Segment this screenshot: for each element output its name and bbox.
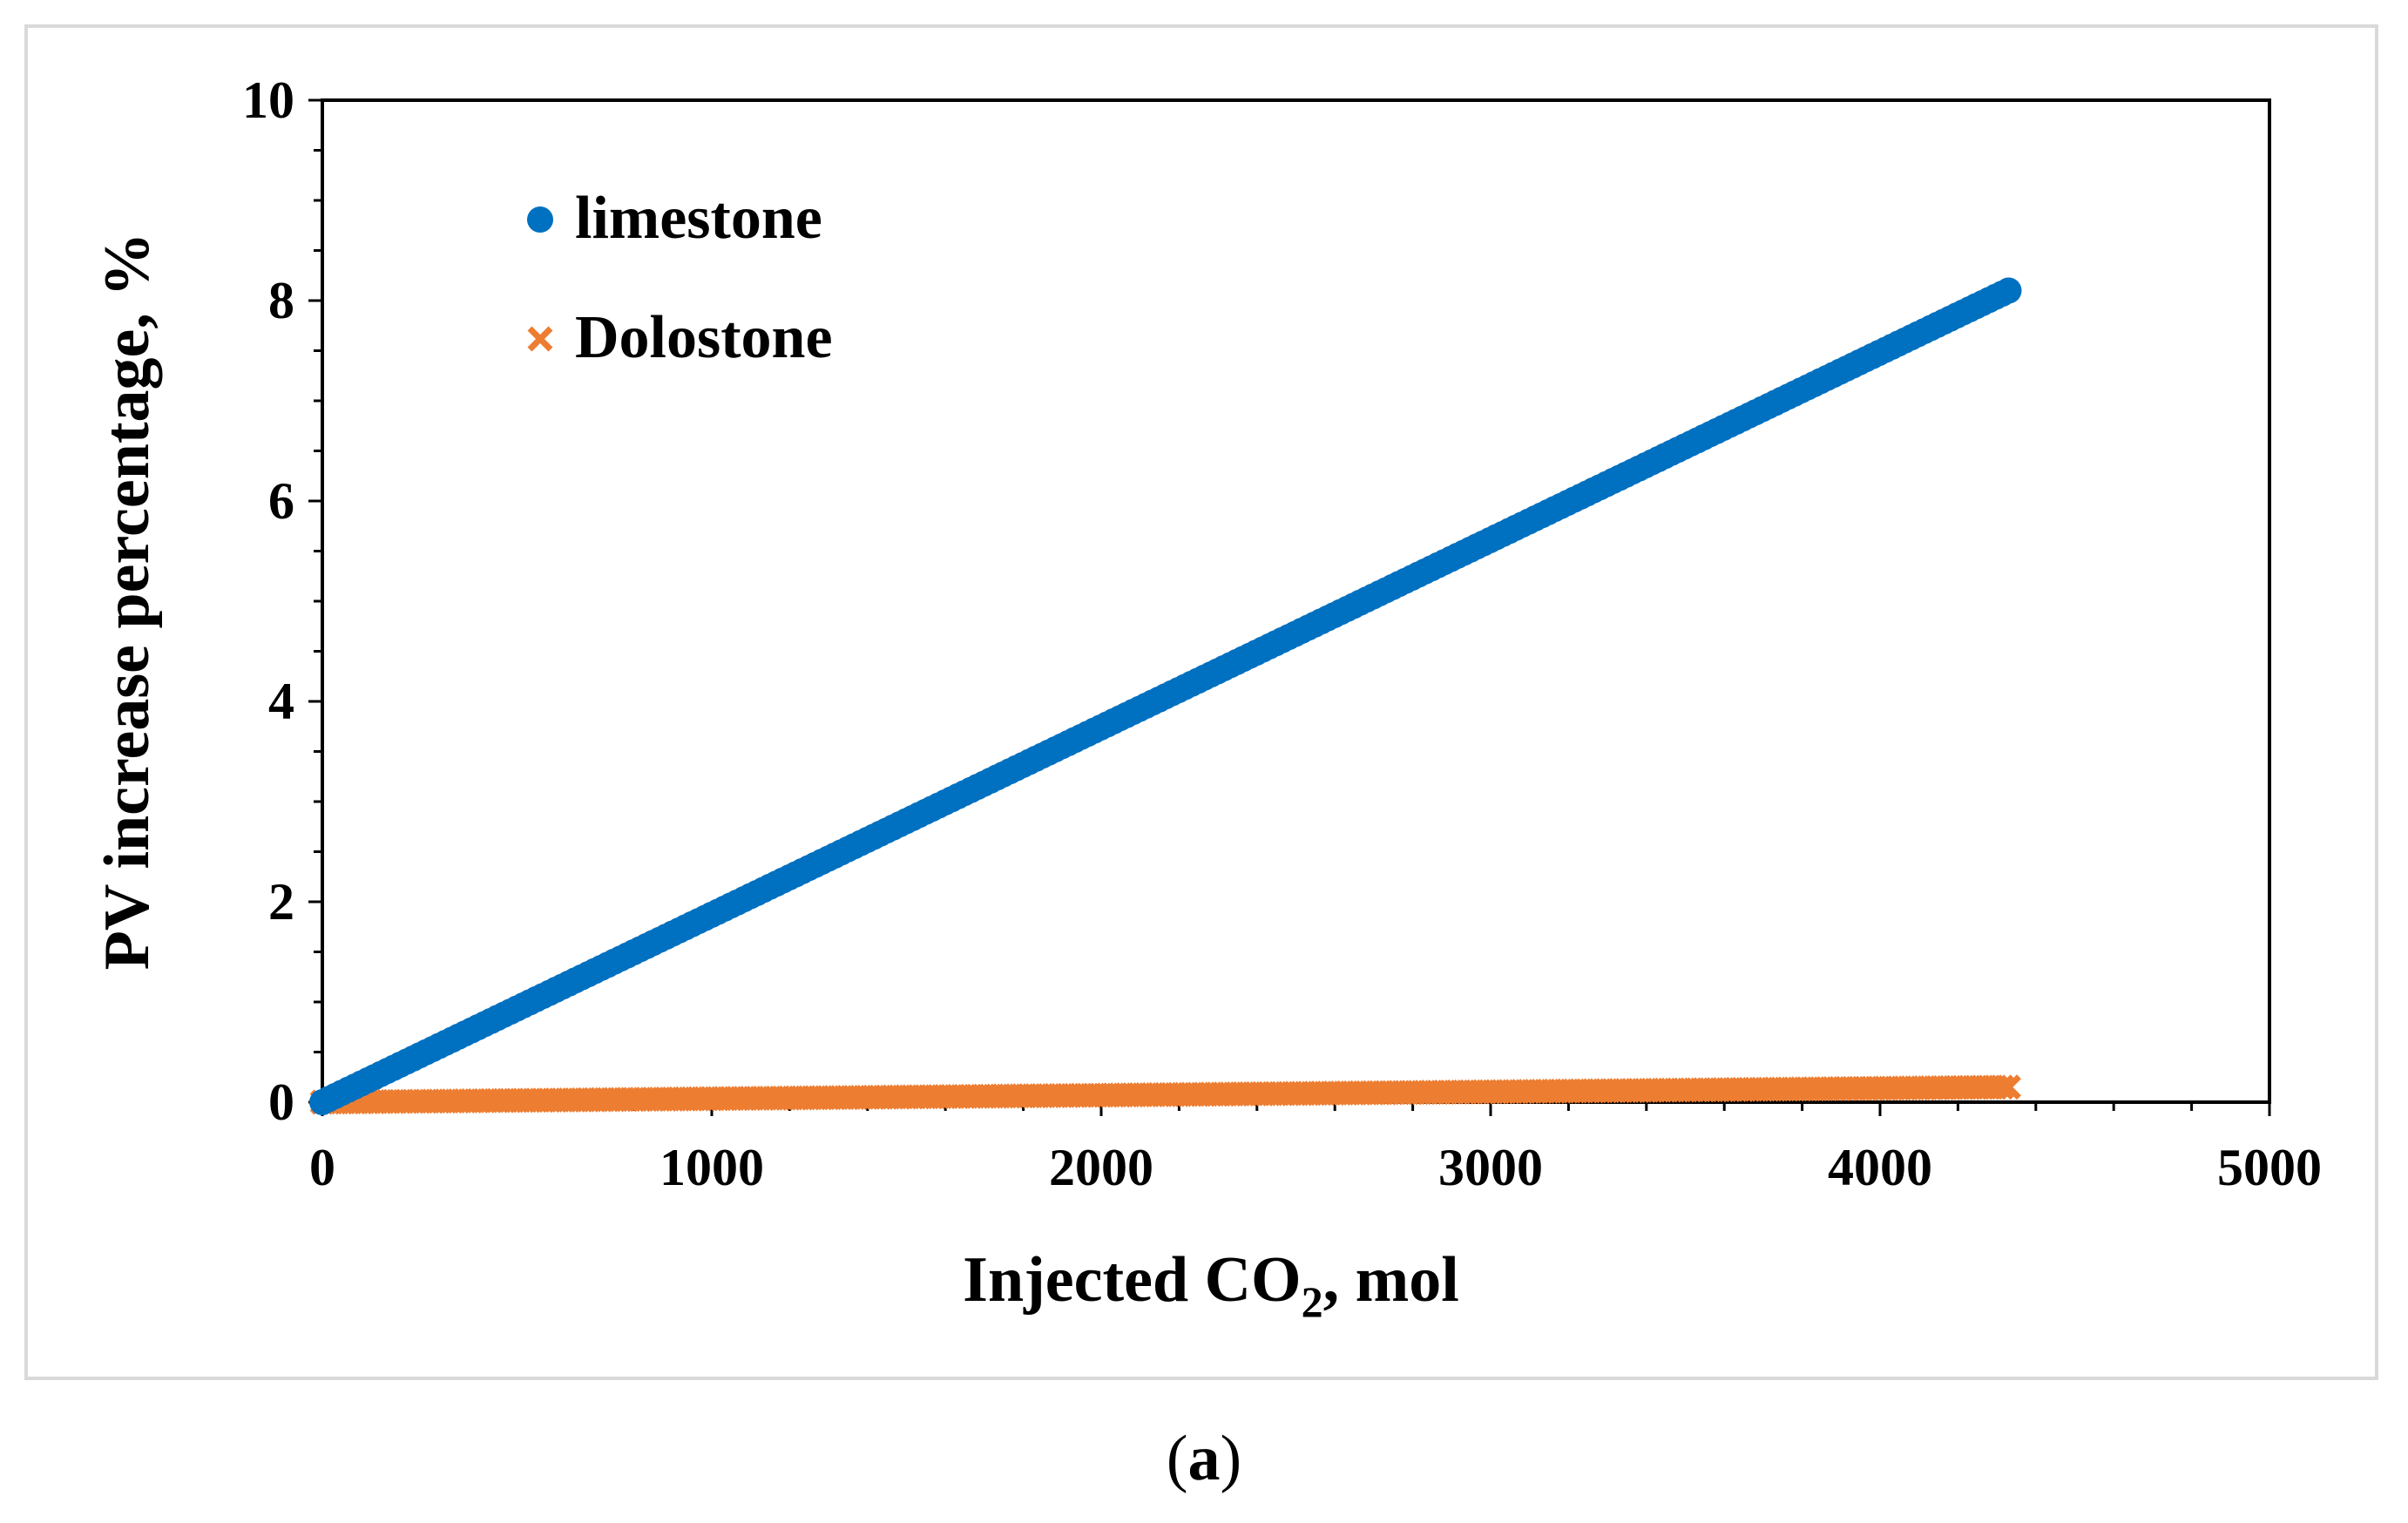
y-tick-label: 10 bbox=[242, 71, 294, 129]
chart-frame bbox=[24, 24, 2378, 1380]
limestone-point bbox=[1995, 277, 2022, 304]
x-axis-title-main: Injected CO bbox=[963, 1244, 1301, 1316]
legend-label-dolostone: Dolostone bbox=[575, 304, 833, 371]
y-tick-label: 2 bbox=[268, 873, 294, 931]
x-tick-label: 4000 bbox=[1828, 1139, 1932, 1196]
x-tick-label: 1000 bbox=[659, 1139, 764, 1196]
x-tick-label: 0 bbox=[309, 1139, 335, 1196]
x-axis-title-tail: , mol bbox=[1323, 1244, 1459, 1316]
series-limestone bbox=[309, 277, 2022, 1115]
x-axis-title-subscript: 2 bbox=[1302, 1277, 1323, 1326]
legend-marker-dolostone bbox=[527, 326, 553, 352]
chart: 0 2 4 6 8 10 0 1000 2000 3000 4000 5000 PV increas… bbox=[91, 71, 2322, 1326]
y-tick-label: 6 bbox=[268, 472, 294, 530]
y-tick-label: 4 bbox=[268, 673, 294, 730]
panel-label-close: ) bbox=[1220, 1423, 1242, 1494]
y-tick-label: 0 bbox=[268, 1073, 294, 1131]
x-tick-label: 3000 bbox=[1438, 1139, 1543, 1196]
legend: limestone Dolostone bbox=[527, 185, 833, 371]
y-tick-label: 8 bbox=[268, 272, 294, 329]
legend-x-glyph bbox=[527, 326, 553, 352]
x-tick-label: 2000 bbox=[1049, 1139, 1153, 1196]
x-axis-title: Injected CO2, mol bbox=[963, 1244, 1459, 1326]
x-axis-ticks: 0 1000 2000 3000 4000 5000 bbox=[309, 1102, 2322, 1196]
y-axis-title: PV increase percentage, % bbox=[91, 233, 163, 971]
x-tick-label: 5000 bbox=[2217, 1139, 2322, 1196]
legend-label-limestone: limestone bbox=[575, 185, 822, 252]
dolostone-point bbox=[1989, 1074, 2015, 1100]
y-axis-ticks: 0 2 4 6 8 10 bbox=[242, 71, 322, 1131]
panel-label: (a) bbox=[0, 1422, 2408, 1496]
legend-marker-limestone bbox=[527, 206, 553, 233]
series-dolostone bbox=[309, 1074, 2021, 1115]
series-layer bbox=[309, 277, 2022, 1115]
dolostone-point bbox=[1996, 1074, 2021, 1100]
panel-label-open: ( bbox=[1166, 1423, 1188, 1494]
panel-label-letter: a bbox=[1187, 1423, 1221, 1494]
